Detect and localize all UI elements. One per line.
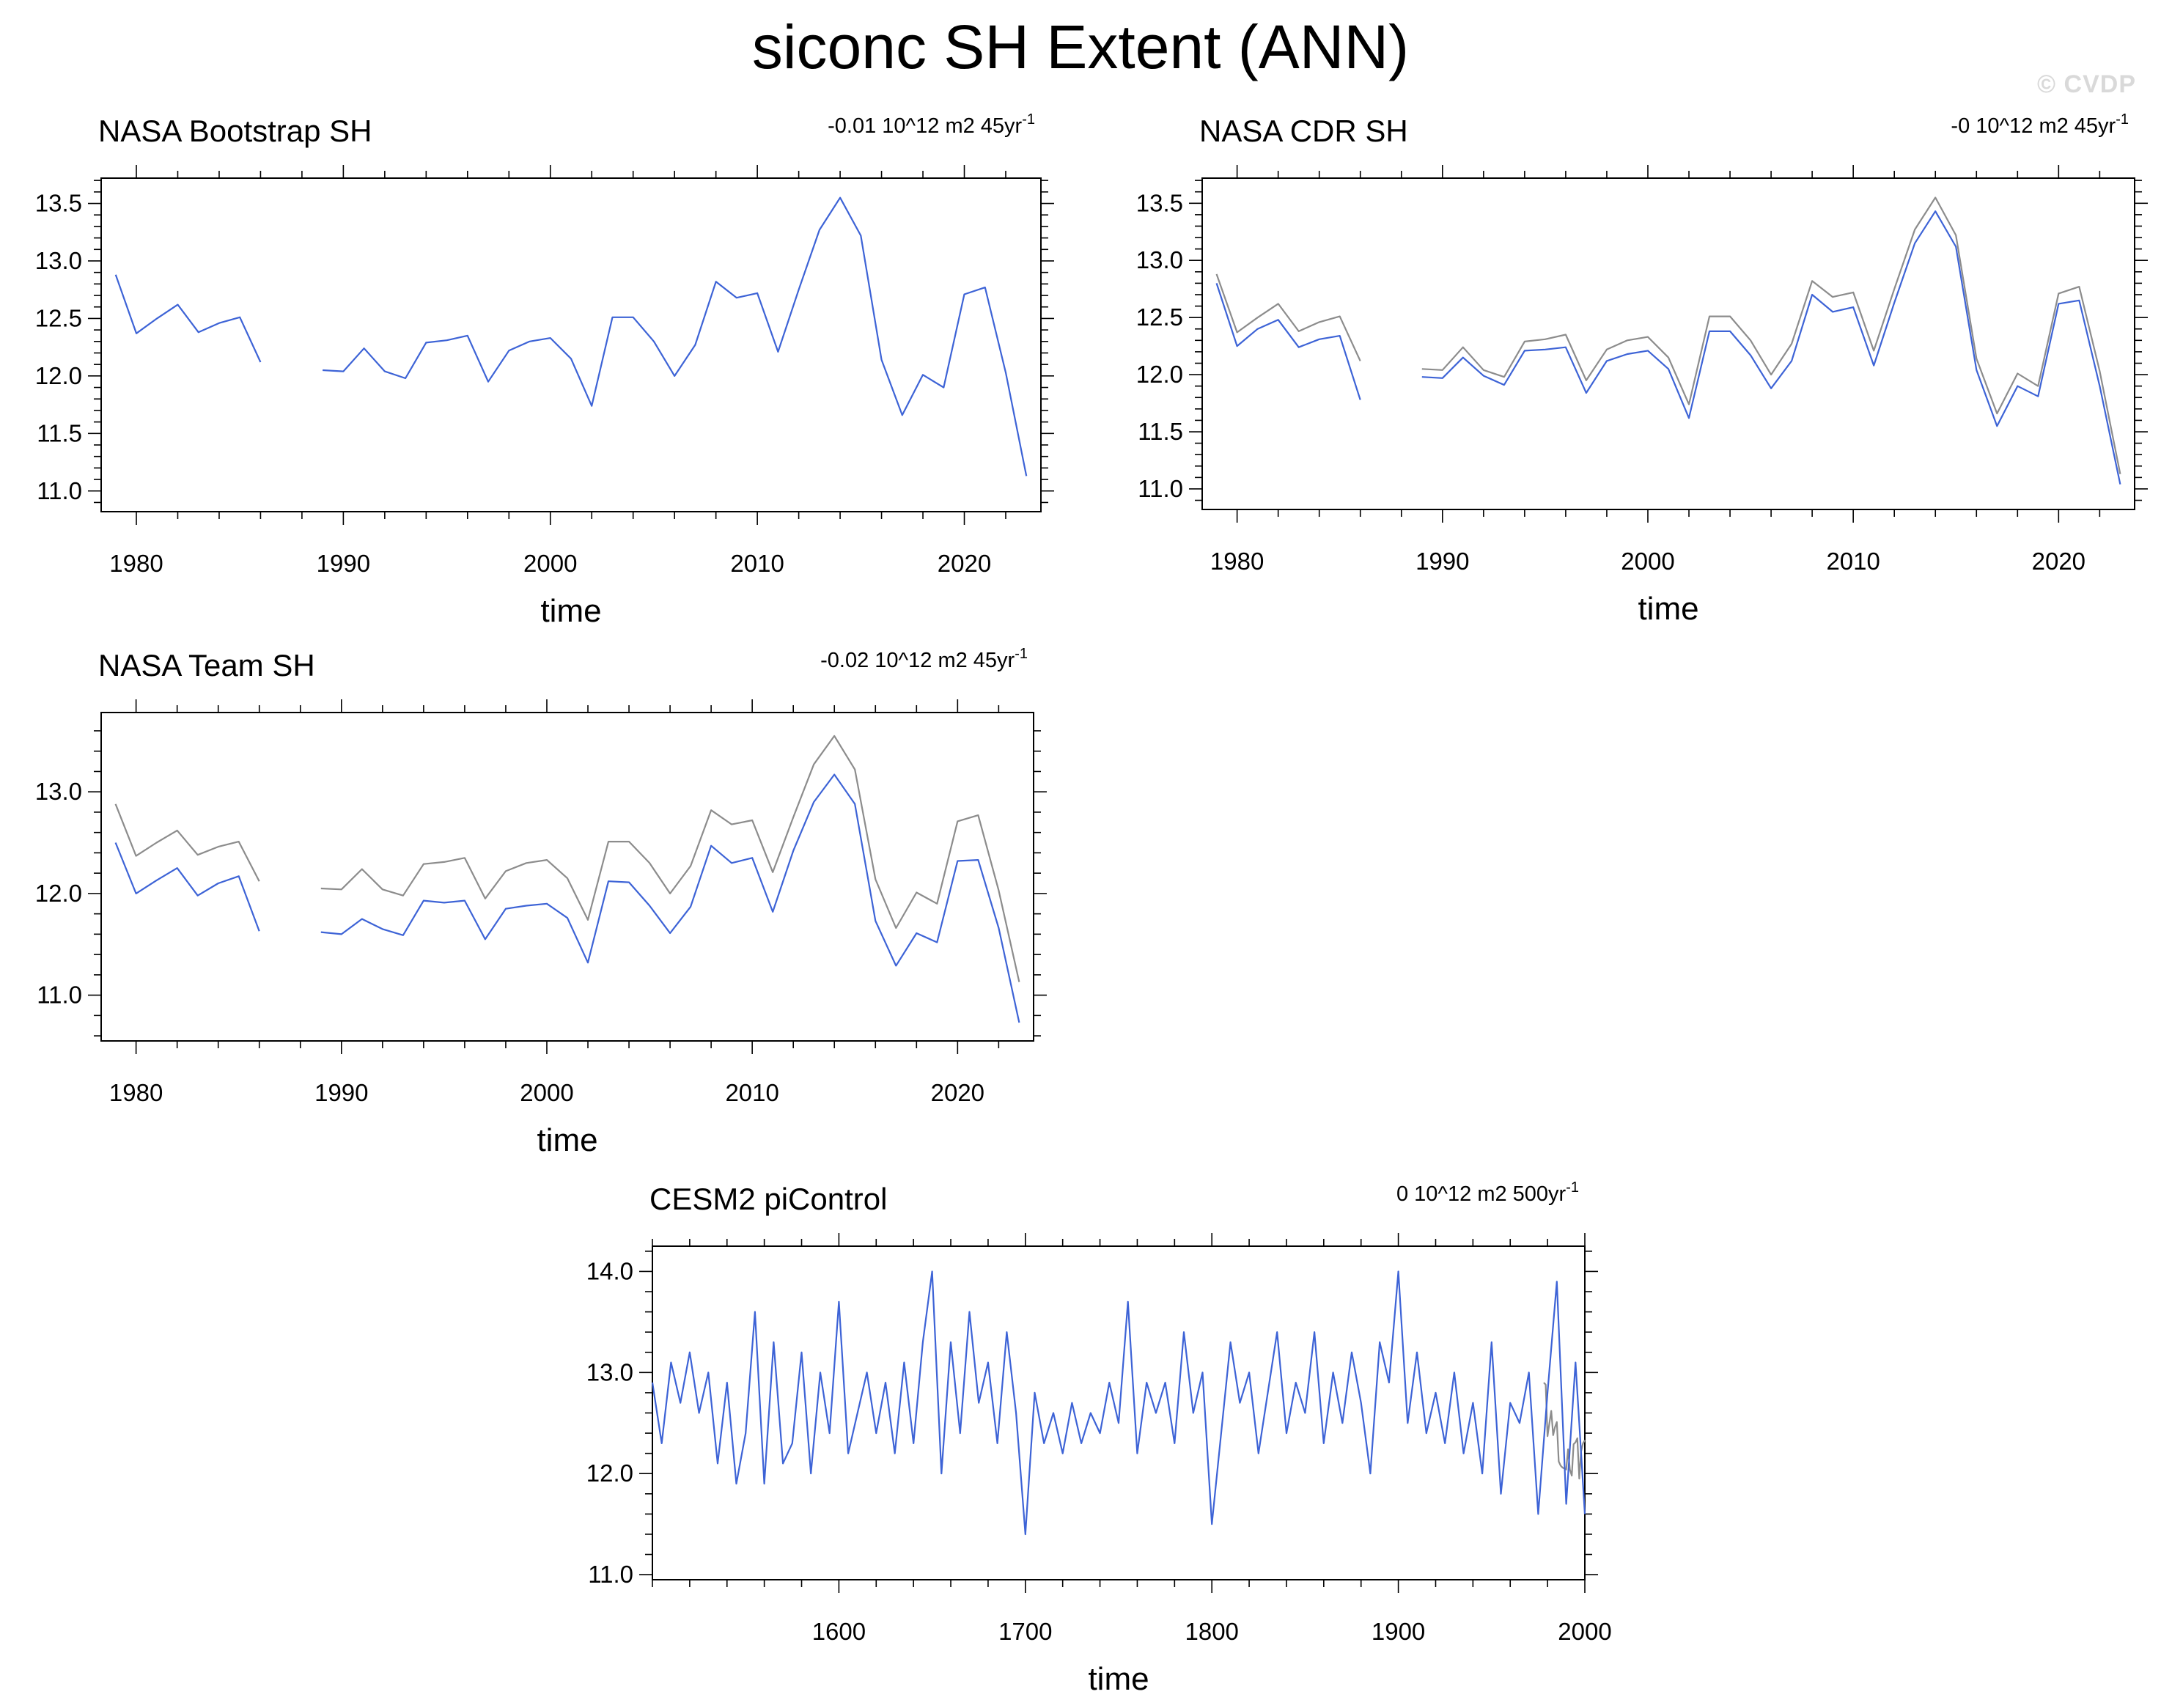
series-line-main <box>114 773 1020 1023</box>
chart-panel-3: 11.0 12.0 13.0 1980 1990 2000 2010 2020 NASA Tea… <box>35 646 1047 1158</box>
chart-panel-4: 11.0 12.0 13.0 14.0 1600 1700 1800 1900 2000 CESM… <box>586 1179 1612 1697</box>
y-tick-label: 12.0 <box>35 362 82 389</box>
panel-title: NASA CDR SH <box>1199 114 1408 148</box>
x-tick-label: 2010 <box>725 1079 778 1106</box>
series-line-reference <box>1215 196 2121 474</box>
x-axis-title: time <box>540 593 601 629</box>
series-line-reference <box>114 735 1020 982</box>
trend-label: -0.01 10^12 m2 45yr-1 <box>828 111 1035 138</box>
panel-title: CESM2 piControl <box>649 1182 887 1216</box>
y-tick-label: 12.0 <box>1136 361 1183 388</box>
y-tick-label: 11.0 <box>37 477 82 504</box>
x-tick-label: 1600 <box>812 1618 866 1645</box>
y-tick-label: 13.0 <box>35 778 82 805</box>
y-tick-label: 14.0 <box>586 1257 633 1284</box>
trend-label: 0 10^12 m2 500yr-1 <box>1396 1179 1579 1206</box>
x-tick-label: 2010 <box>730 550 784 577</box>
y-tick-label: 12.0 <box>35 880 82 907</box>
x-tick-label: 1990 <box>314 1079 368 1106</box>
panel-title: NASA Team SH <box>98 648 315 682</box>
chart-panel-2: 11.0 11.5 12.0 12.5 13.0 13.5 1980 1990 2000 2010… <box>1136 111 2148 627</box>
x-tick-label: 1900 <box>1372 1618 1425 1645</box>
x-tick-label: 2020 <box>2032 548 2085 575</box>
plot-frame <box>100 712 1034 1042</box>
series-line-main <box>1215 210 2121 485</box>
y-tick-label: 13.5 <box>1136 189 1183 216</box>
x-tick-label: 2020 <box>938 550 991 577</box>
plot-frame <box>100 177 1042 512</box>
y-tick-label: 13.0 <box>35 247 82 274</box>
x-axis-title: time <box>1088 1661 1149 1697</box>
x-tick-label: 1700 <box>998 1618 1052 1645</box>
x-tick-label: 2000 <box>1621 548 1674 575</box>
x-tick-label: 1980 <box>109 550 163 577</box>
series-line-main <box>651 1270 1586 1536</box>
y-tick-label: 11.5 <box>1138 418 1183 445</box>
y-tick-label: 12.5 <box>35 304 82 331</box>
x-axis-title: time <box>1638 591 1698 627</box>
x-tick-label: 1980 <box>1210 548 1264 575</box>
x-tick-label: 2020 <box>931 1079 984 1106</box>
chart-panel-1: 11.0 11.5 12.0 12.5 13.0 13.5 1980 1990 2000 2010… <box>35 111 1054 629</box>
x-tick-label: 2000 <box>1558 1618 1611 1645</box>
y-tick-label: 13.0 <box>1136 246 1183 273</box>
plot-frame <box>1201 177 2135 510</box>
y-tick-label: 12.5 <box>1136 303 1183 331</box>
figure-title: siconc SH Extent (ANN) <box>751 12 1410 81</box>
watermark: © CVDP <box>2037 70 2136 98</box>
y-tick-label: 11.0 <box>37 982 82 1009</box>
y-tick-label: 11.5 <box>37 419 82 446</box>
trend-label: -0 10^12 m2 45yr-1 <box>1951 111 2129 138</box>
panel-title: NASA Bootstrap SH <box>98 114 372 148</box>
y-tick-label: 13.5 <box>35 190 82 217</box>
x-tick-label: 2000 <box>520 1079 573 1106</box>
x-tick-label: 2010 <box>1826 548 1880 575</box>
y-tick-label: 11.0 <box>588 1561 633 1588</box>
x-tick-label: 1980 <box>109 1079 163 1106</box>
x-axis-title: time <box>537 1122 597 1158</box>
x-tick-label: 1990 <box>1415 548 1469 575</box>
y-tick-label: 11.0 <box>1138 475 1183 502</box>
x-tick-label: 1800 <box>1185 1618 1238 1645</box>
x-tick-label: 1990 <box>317 550 370 577</box>
series-line-main <box>114 196 1028 476</box>
trend-label: -0.02 10^12 m2 45yr-1 <box>820 646 1028 672</box>
y-tick-label: 12.0 <box>586 1459 633 1487</box>
x-tick-label: 2000 <box>523 550 577 577</box>
y-tick-label: 13.0 <box>586 1358 633 1385</box>
